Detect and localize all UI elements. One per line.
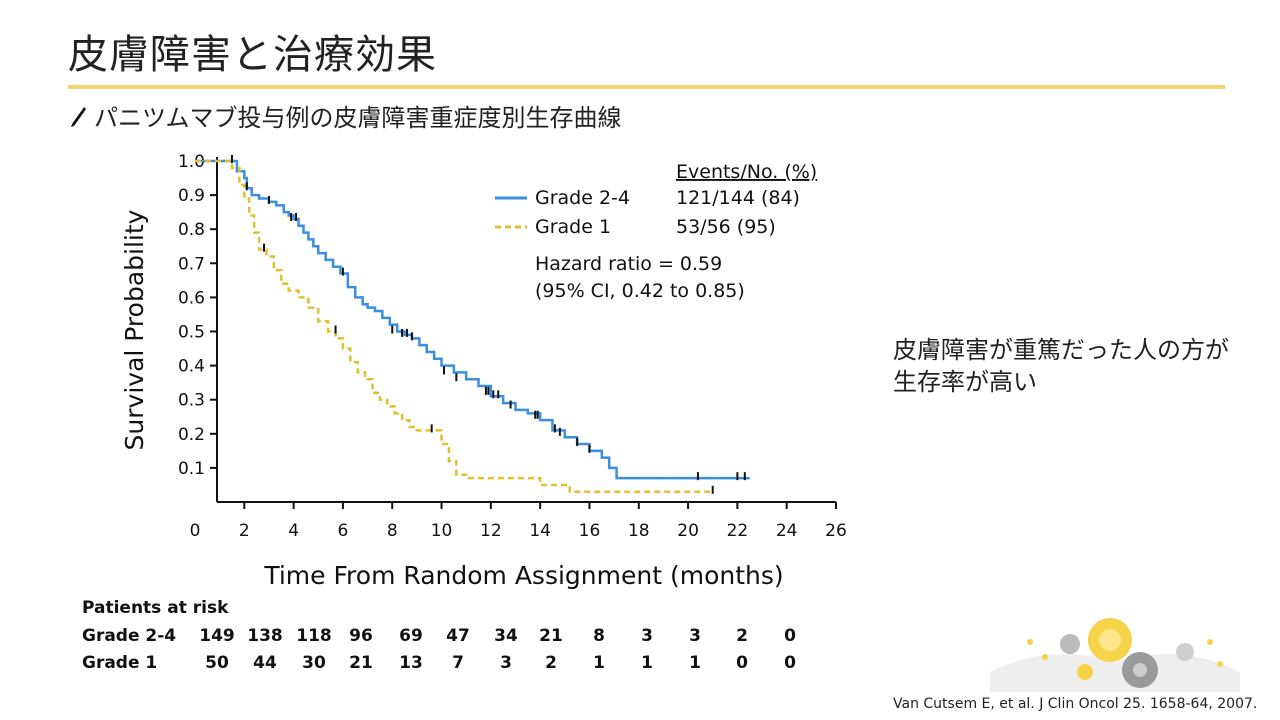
risk-count: 149	[199, 626, 235, 646]
risk-count: 69	[399, 626, 423, 646]
y-tick-label: 0.6	[178, 288, 205, 308]
x-tick-label: 24	[776, 521, 798, 541]
risk-count: 0	[784, 626, 796, 646]
risk-count: 30	[302, 653, 326, 673]
x-tick-label: 2	[239, 521, 250, 541]
x-tick-label: 10	[431, 521, 453, 541]
hazard-ratio-annotation: (95% CI, 0.42 to 0.85)	[535, 280, 745, 302]
risk-row-label: Grade 1	[82, 653, 158, 673]
risk-count: 0	[784, 653, 796, 673]
y-axis-label: Survival Probability	[120, 209, 149, 450]
risk-count: 3	[500, 653, 512, 673]
legend-events: 121/144 (84)	[676, 187, 800, 209]
legend-series-name: Grade 1	[535, 216, 611, 238]
page-title: 皮膚障害と治療効果	[68, 32, 437, 78]
title-underline	[68, 85, 1225, 89]
x-tick-label: 8	[387, 521, 398, 541]
risk-count: 50	[205, 653, 229, 673]
risk-count: 2	[545, 653, 557, 673]
risk-count: 21	[539, 626, 563, 646]
x-tick-label: 18	[628, 521, 650, 541]
risk-count: 1	[593, 653, 605, 673]
subtitle: パニツムマブ投与例の皮膚障害重症度別生存曲線	[68, 98, 622, 133]
y-tick-label: 0.3	[178, 391, 205, 411]
y-tick-label: 0.1	[178, 459, 205, 479]
x-tick-label: 14	[529, 521, 551, 541]
risk-count: 44	[253, 653, 277, 673]
conclusion-line-1: 皮膚障害が重篤だった人の方が	[893, 336, 1229, 364]
flower-decoration	[990, 618, 1240, 692]
risk-count: 7	[452, 653, 464, 673]
risk-count: 96	[349, 626, 373, 646]
pen-icon	[71, 106, 86, 127]
citation: Van Cutsem E, et al. J Clin Oncol 25. 16…	[893, 696, 1258, 712]
conclusion-text: 皮膚障害が重篤だった人の方が 生存率が高い	[893, 334, 1273, 398]
legend-events: 53/56 (95)	[676, 216, 776, 238]
y-tick-label: 0.2	[178, 425, 205, 445]
x-tick-label: 20	[677, 521, 699, 541]
risk-row-label: Grade 2-4	[82, 626, 177, 646]
risk-count: 138	[247, 626, 283, 646]
risk-count: 1	[689, 653, 701, 673]
risk-count: 2	[736, 626, 748, 646]
y-tick-label: 0.9	[178, 186, 205, 206]
risk-count: 1	[641, 653, 653, 673]
legend-header: Events/No. (%)	[676, 161, 817, 183]
y-tick-label: 1.0	[178, 152, 205, 172]
y-tick-label: 0.7	[178, 254, 205, 274]
x-tick-label: 0	[190, 521, 201, 541]
risk-table-title: Patients at risk	[82, 598, 229, 618]
subtitle-text: パニツムマブ投与例の皮膚障害重症度別生存曲線	[94, 104, 622, 132]
x-tick-label: 22	[727, 521, 749, 541]
risk-count: 0	[736, 653, 748, 673]
legend-series-name: Grade 2-4	[535, 187, 630, 209]
risk-count: 8	[593, 626, 605, 646]
risk-count: 3	[641, 626, 653, 646]
series-line-grade-1	[195, 159, 713, 494]
risk-count: 47	[446, 626, 470, 646]
conclusion-line-2: 生存率が高い	[893, 368, 1037, 396]
x-tick-label: 26	[825, 521, 847, 541]
risk-count: 3	[689, 626, 701, 646]
risk-count: 13	[399, 653, 423, 673]
risk-count: 34	[494, 626, 518, 646]
series-line-grade-2-4	[195, 159, 750, 480]
risk-count: 118	[296, 626, 332, 646]
y-tick-label: 0.5	[178, 323, 205, 343]
x-tick-label: 6	[338, 521, 349, 541]
x-tick-label: 4	[288, 521, 299, 541]
hazard-ratio-annotation: Hazard ratio = 0.59	[535, 253, 722, 275]
y-tick-label: 0.8	[178, 220, 205, 240]
x-axis-label: Time From Random Assignment (months)	[263, 561, 783, 590]
x-tick-label: 16	[579, 521, 601, 541]
x-tick-label: 12	[480, 521, 502, 541]
y-tick-label: 0.4	[178, 357, 205, 377]
risk-count: 21	[349, 653, 373, 673]
